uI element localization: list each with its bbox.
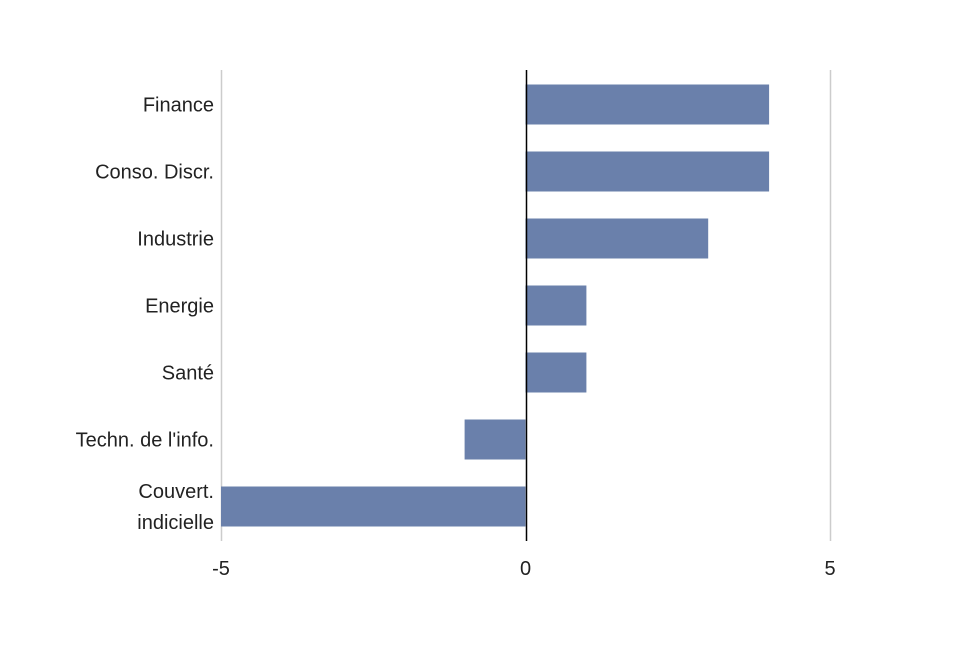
x-tick-labels: -5 0 5 xyxy=(212,558,835,580)
category-label: Conso. Discr. xyxy=(95,162,214,184)
bar-4 xyxy=(525,352,587,393)
category-label: Energie xyxy=(145,296,214,318)
x-tick-label: -5 xyxy=(212,558,230,580)
grid-lines xyxy=(220,70,832,541)
category-label: Santé xyxy=(162,363,214,385)
bar-6 xyxy=(221,486,526,527)
bar-1 xyxy=(525,151,770,192)
bar-5 xyxy=(464,419,526,460)
category-label: Couvert. xyxy=(138,481,214,503)
bar-0 xyxy=(525,84,770,125)
x-tick-label: 5 xyxy=(824,558,835,580)
category-label: Techn. de l'info. xyxy=(76,430,214,452)
bars xyxy=(221,84,770,527)
x-tick-label: 0 xyxy=(520,558,531,580)
category-label: Finance xyxy=(143,95,214,117)
bar-2 xyxy=(525,218,709,259)
category-labels: Finance Conso. Discr. Industrie Energie Sant… xyxy=(76,95,214,535)
category-label: Industrie xyxy=(137,229,214,251)
bar-3 xyxy=(525,285,587,326)
category-label: indicielle xyxy=(137,512,214,534)
